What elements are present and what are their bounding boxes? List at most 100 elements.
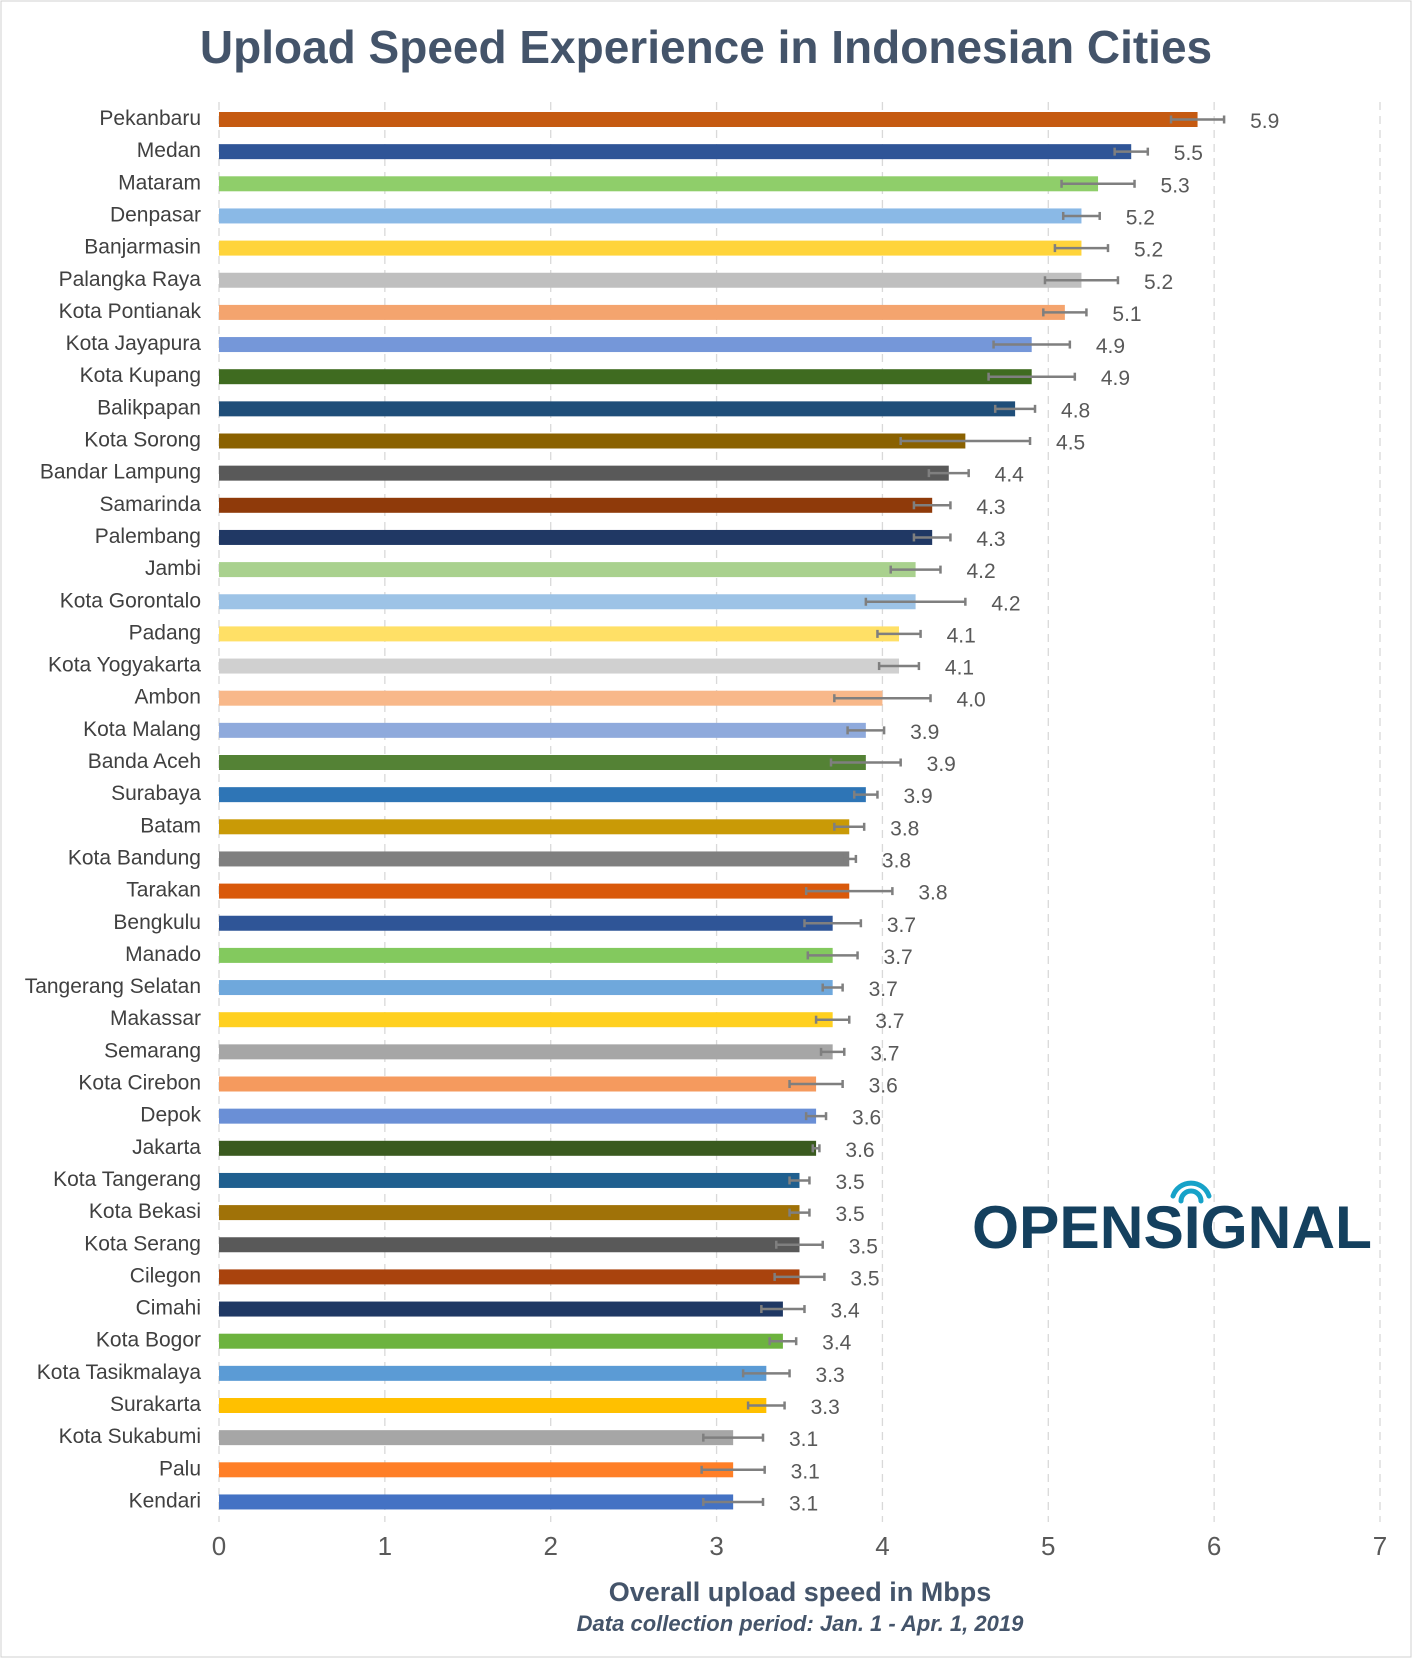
error-bar bbox=[899, 437, 1032, 445]
error-bar bbox=[1060, 179, 1136, 188]
value-label: 5.9 bbox=[1250, 110, 1279, 133]
value-label: 5.2 bbox=[1126, 206, 1155, 229]
y-tick-label: Bengkulu bbox=[113, 911, 201, 934]
error-bar bbox=[833, 694, 932, 703]
bar bbox=[219, 915, 833, 931]
y-tick-label: Kota Bandung bbox=[68, 846, 201, 869]
y-tick-label: Cimahi bbox=[136, 1297, 201, 1320]
bar bbox=[219, 722, 866, 738]
bar bbox=[219, 208, 1082, 224]
y-tick-label: Samarinda bbox=[99, 493, 201, 516]
value-label: 4.9 bbox=[1096, 335, 1125, 358]
y-tick-label: Makassar bbox=[110, 1007, 201, 1030]
value-label: 3.1 bbox=[791, 1460, 820, 1483]
error-bar bbox=[788, 1176, 811, 1185]
value-label: 3.8 bbox=[890, 817, 919, 840]
y-tick-label: Banjarmasin bbox=[84, 236, 201, 259]
value-label: 3.1 bbox=[789, 1492, 818, 1515]
y-tick-label: Kota Gorontalo bbox=[60, 589, 201, 612]
value-label: 3.9 bbox=[903, 785, 932, 808]
bar bbox=[219, 401, 1016, 417]
bar bbox=[219, 980, 833, 996]
bar bbox=[219, 819, 850, 835]
error-bar bbox=[876, 629, 922, 638]
y-tick-label: Kota Serang bbox=[84, 1232, 201, 1255]
y-tick-label: Padang bbox=[129, 621, 201, 644]
y-tick-label: Kota Yogyakarta bbox=[48, 654, 201, 677]
error-bar bbox=[702, 1433, 765, 1442]
error-bar bbox=[702, 1497, 765, 1506]
value-label: 4.9 bbox=[1101, 367, 1130, 390]
y-tick-label: Kota Jayapura bbox=[66, 332, 202, 355]
bar bbox=[219, 337, 1032, 353]
bar bbox=[219, 272, 1082, 288]
error-bar bbox=[804, 887, 894, 896]
error-bar bbox=[1113, 147, 1150, 156]
bar bbox=[219, 1269, 800, 1285]
error-bar bbox=[912, 533, 952, 542]
value-label: 3.5 bbox=[850, 1267, 879, 1290]
bar bbox=[219, 1044, 833, 1060]
value-label: 3.7 bbox=[884, 946, 913, 969]
y-tick-label: Kota Kupang bbox=[80, 364, 201, 387]
error-bar bbox=[993, 404, 1037, 413]
bar bbox=[219, 1333, 783, 1349]
error-bar bbox=[1053, 244, 1110, 253]
x-tick-label: 6 bbox=[1207, 1531, 1221, 1561]
error-bar bbox=[833, 822, 866, 831]
bar bbox=[219, 369, 1032, 385]
error-bar bbox=[877, 662, 921, 671]
value-label: 3.7 bbox=[870, 1042, 899, 1065]
y-tick-label: Kota Pontianak bbox=[59, 300, 202, 323]
y-tick-label: Depok bbox=[140, 1104, 201, 1127]
value-label: 3.1 bbox=[789, 1428, 818, 1451]
value-label: 3.6 bbox=[869, 1075, 898, 1098]
error-bar bbox=[803, 919, 863, 928]
value-label: 4.4 bbox=[995, 464, 1025, 487]
value-label: 3.6 bbox=[852, 1107, 881, 1130]
error-bar bbox=[1061, 211, 1101, 220]
bar bbox=[219, 562, 916, 578]
value-label: 3.8 bbox=[882, 849, 911, 872]
error-bar bbox=[821, 983, 844, 992]
value-label: 5.1 bbox=[1112, 303, 1141, 326]
error-bar bbox=[852, 790, 879, 799]
error-bar bbox=[1169, 115, 1226, 124]
value-label: 4.1 bbox=[945, 657, 974, 680]
value-label: 3.7 bbox=[869, 978, 898, 1001]
bar bbox=[219, 1494, 734, 1510]
bar bbox=[219, 883, 850, 899]
error-bar bbox=[700, 1465, 766, 1474]
logo: OPENSIGNAL bbox=[972, 1194, 1372, 1261]
value-label: 4.8 bbox=[1061, 399, 1090, 422]
value-label: 3.9 bbox=[927, 753, 956, 776]
value-label: 3.7 bbox=[887, 914, 916, 937]
bar bbox=[219, 1172, 800, 1188]
value-label: 3.7 bbox=[875, 1010, 904, 1033]
error-bar bbox=[846, 726, 886, 735]
error-bar bbox=[741, 1369, 791, 1378]
y-tick-label: Surabaya bbox=[111, 782, 201, 805]
y-tick-label: Manado bbox=[125, 943, 201, 966]
error-bar bbox=[775, 1240, 824, 1249]
value-label: 3.3 bbox=[816, 1364, 845, 1387]
y-tick-label: Kota Tangerang bbox=[53, 1168, 201, 1191]
bar bbox=[219, 594, 916, 610]
error-bar bbox=[912, 501, 952, 510]
value-label: 4.3 bbox=[976, 528, 1005, 551]
error-bar bbox=[788, 1080, 844, 1088]
value-label: 5.3 bbox=[1161, 174, 1190, 197]
error-bar bbox=[788, 1208, 811, 1217]
value-label: 3.5 bbox=[835, 1203, 864, 1226]
y-tick-label: Jambi bbox=[145, 557, 201, 580]
error-bar bbox=[841, 854, 858, 863]
error-bar bbox=[992, 340, 1072, 349]
error-bar bbox=[819, 1047, 846, 1056]
bar bbox=[219, 112, 1198, 127]
value-label: 3.5 bbox=[849, 1235, 878, 1258]
x-tick-label: 1 bbox=[378, 1531, 392, 1561]
bar bbox=[219, 1462, 734, 1478]
x-tick-label: 7 bbox=[1373, 1531, 1387, 1561]
bar bbox=[219, 658, 900, 674]
value-label: 5.2 bbox=[1134, 239, 1163, 262]
